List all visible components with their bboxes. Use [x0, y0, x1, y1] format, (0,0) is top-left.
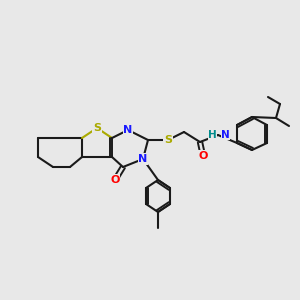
Text: S: S: [164, 135, 172, 145]
Text: N: N: [123, 125, 133, 135]
Text: H: H: [208, 130, 217, 140]
Text: O: O: [198, 151, 208, 161]
Text: N: N: [138, 154, 148, 164]
Text: S: S: [93, 123, 101, 133]
Text: O: O: [110, 175, 120, 185]
Text: N: N: [221, 130, 230, 140]
